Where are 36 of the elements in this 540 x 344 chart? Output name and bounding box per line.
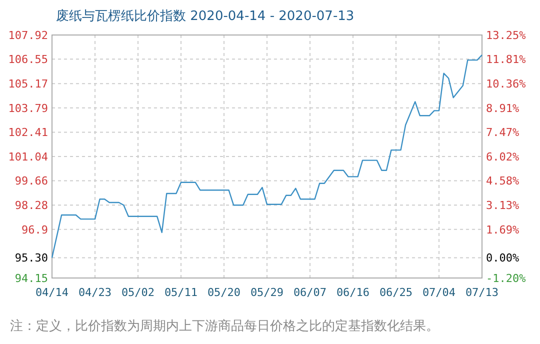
x-tick-label: 04/14 [35, 286, 69, 299]
y2-tick-label: 13.25% [486, 28, 526, 42]
y2-tick-label: 4.58% [486, 174, 520, 188]
y-tick-label: 96.9 [22, 223, 48, 236]
y-tick-label: 102.41 [8, 126, 48, 140]
y-tick-label: 107.92 [8, 28, 48, 42]
chart-title: 废纸与瓦楞纸比价指数 2020-04-14 - 2020-07-13 [56, 9, 354, 24]
y2-tick-label: 6.02% [486, 150, 520, 164]
y-tick-label: 106.55 [8, 53, 48, 66]
y2-tick-label: 8.91% [486, 102, 520, 115]
y2-tick-label: 10.36% [486, 77, 526, 90]
y-tick-label: 103.79 [8, 102, 48, 115]
y2-tick-label: 11.81% [486, 53, 526, 66]
y2-tick-label: 0.00% [486, 252, 520, 265]
y-tick-label: 99.66 [14, 174, 48, 188]
text: 注：定义，比价指数为周期内上下游商品每日价格之比的定基指数化结果。 [10, 319, 439, 334]
y2-tick-label: 7.47% [486, 126, 520, 140]
line-series [51, 54, 483, 258]
x-tick-label: 04/23 [78, 286, 112, 299]
x-tick-label: 07/04 [422, 286, 456, 299]
x-tick-label: 05/11 [164, 286, 198, 299]
y-tick-label: 101.04 [8, 150, 48, 164]
y-tick-label: 95.30 [14, 252, 48, 265]
x-tick-label: 06/25 [379, 286, 413, 299]
y2-tick-label: 1.69% [486, 223, 520, 236]
x-tick-label: 05/29 [250, 286, 284, 299]
x-tick-label: 06/07 [293, 286, 327, 299]
x-tick-label: 06/16 [336, 286, 370, 299]
y2-tick-label: -1.20% [486, 272, 526, 285]
y-tick-label: 105.17 [8, 77, 48, 90]
x-tick-label: 05/20 [207, 286, 241, 299]
y-tick-label: 98.28 [14, 198, 48, 212]
y-tick-label: 94.15 [14, 272, 48, 285]
x-tick-label: 07/13 [465, 286, 499, 299]
x-tick-label: 05/02 [121, 286, 155, 299]
y2-tick-label: 3.13% [486, 198, 520, 212]
